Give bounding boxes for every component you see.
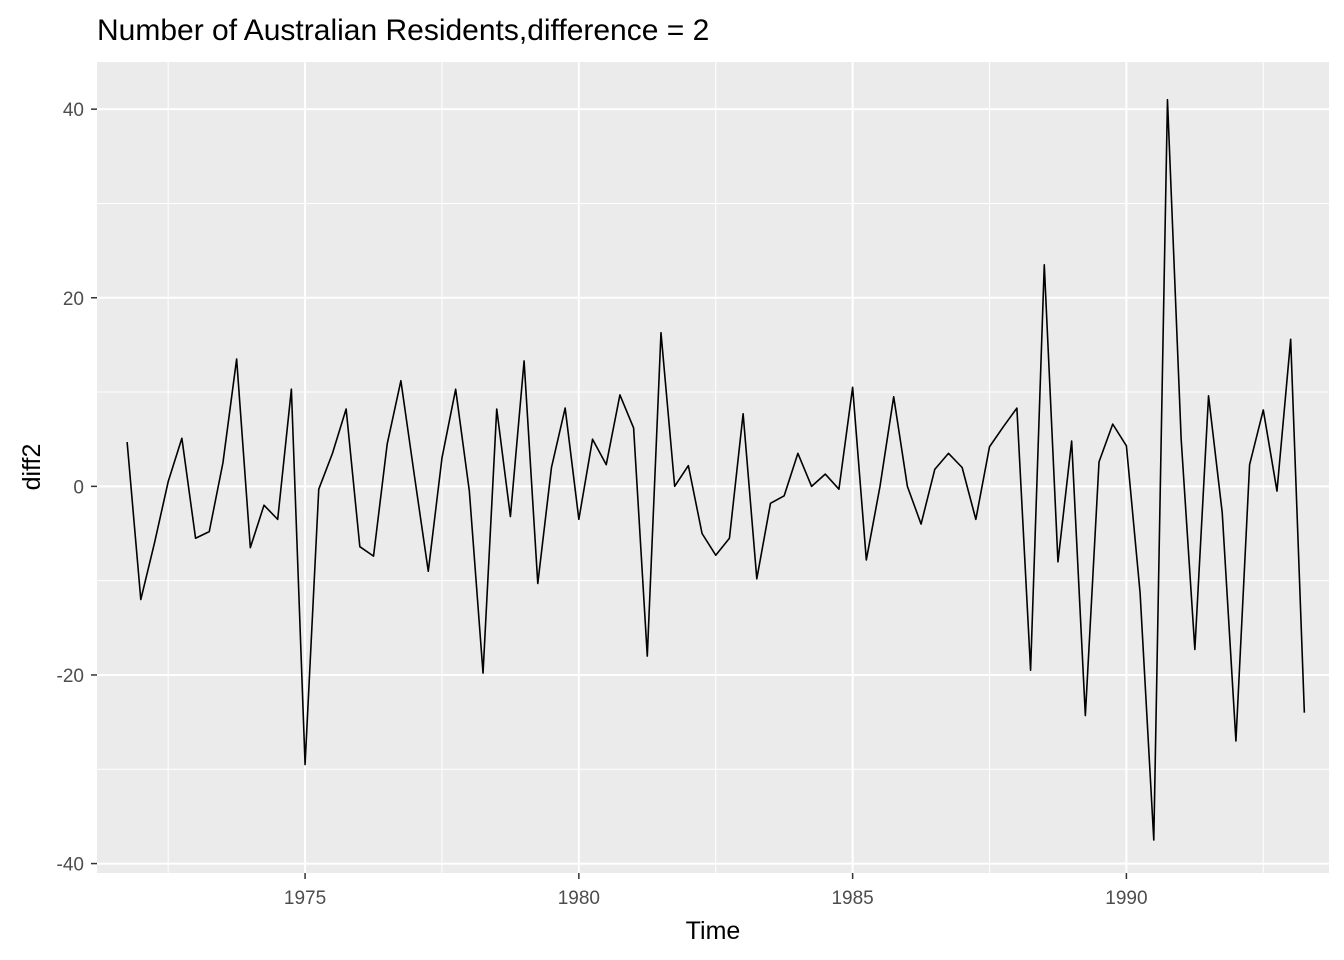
chart-title: Number of Australian Residents,differenc… — [97, 14, 709, 47]
y-tick-label: 20 — [63, 289, 84, 310]
x-tick-label: 1985 — [831, 888, 873, 909]
x-tick-label: 1990 — [1105, 888, 1147, 909]
y-tick-label: 40 — [63, 100, 84, 121]
plot-panel — [97, 62, 1329, 873]
x-axis-title: Time — [686, 917, 741, 945]
y-axis-title: diff2 — [18, 444, 46, 491]
y-tick-label: 0 — [73, 477, 84, 498]
y-tick-label: -40 — [57, 855, 84, 876]
x-tick-label: 1975 — [284, 888, 326, 909]
minor-gridlines — [97, 62, 1329, 873]
series-line — [126, 98, 1306, 841]
y-axis: -40 -20 0 20 40 — [57, 100, 97, 876]
x-tick-label: 1980 — [558, 888, 600, 909]
major-gridlines — [97, 62, 1329, 873]
y-tick-label: -20 — [57, 666, 84, 687]
x-axis: 1975 1980 1985 1990 — [284, 873, 1148, 909]
